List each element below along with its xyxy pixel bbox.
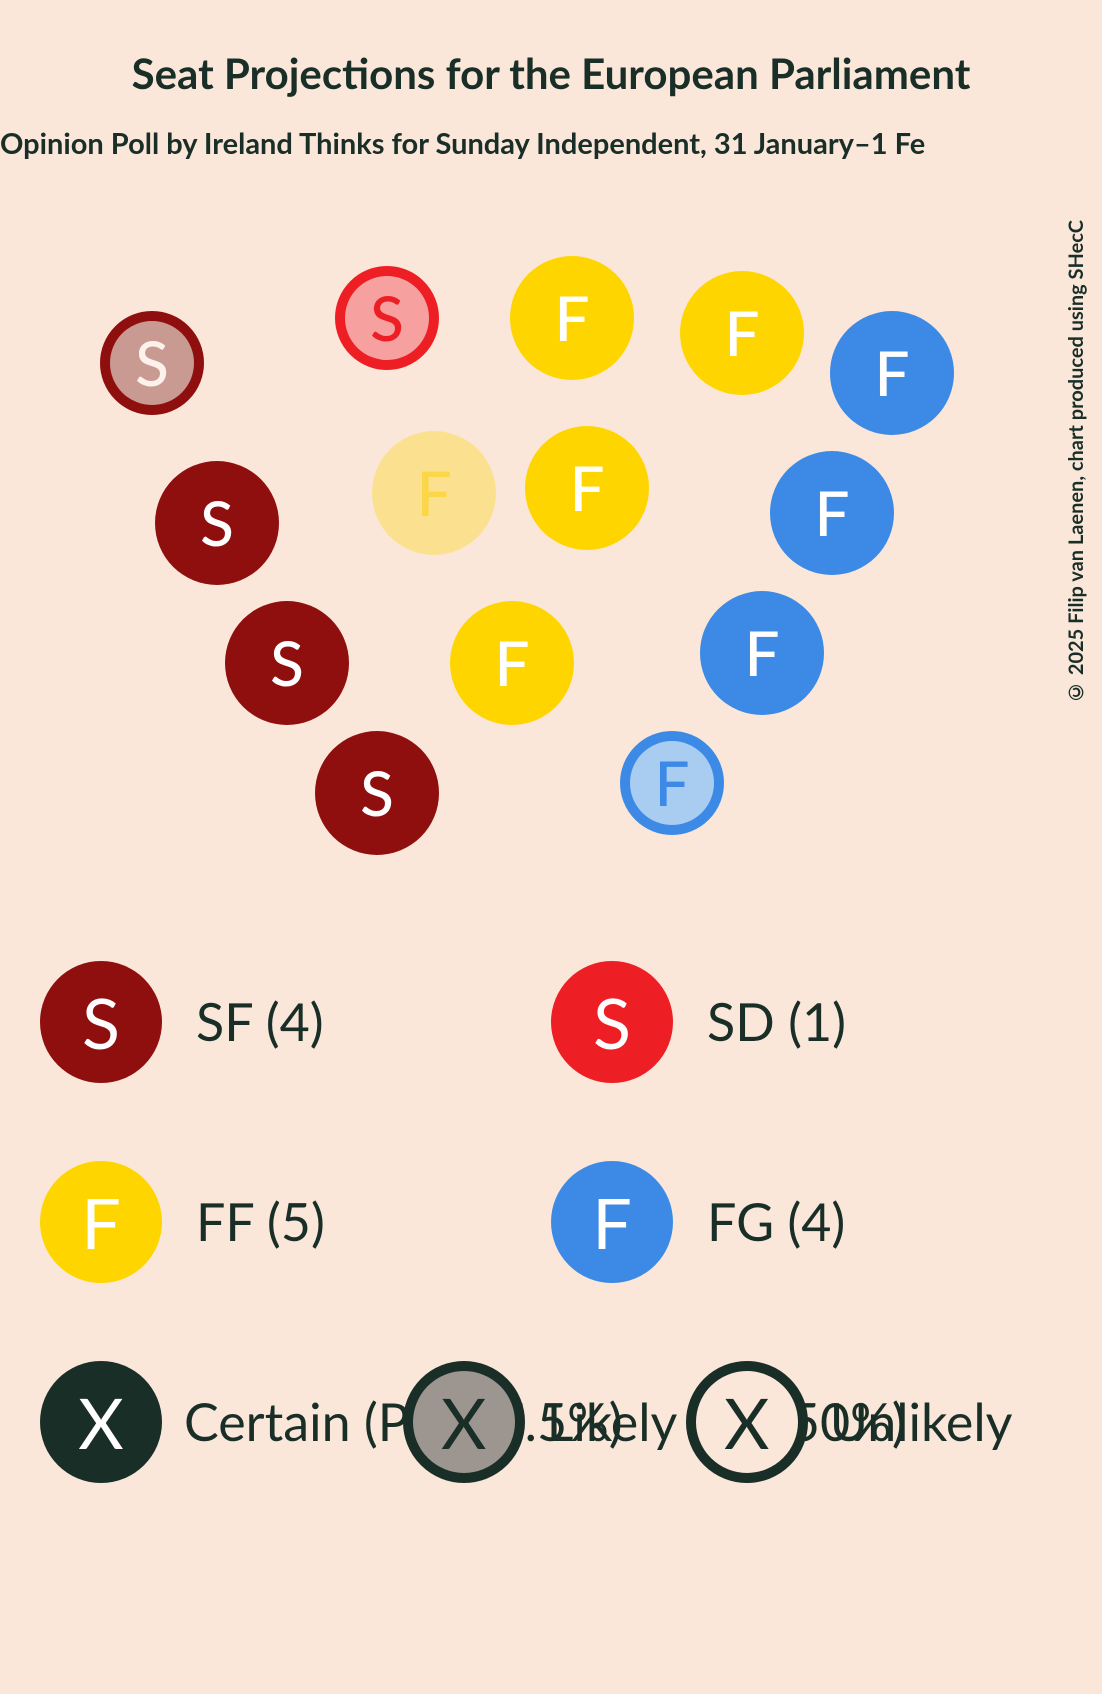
hemicycle-chart: S S S S S F F F F F F F F F bbox=[0, 181, 1102, 901]
seat: F bbox=[700, 591, 824, 715]
seat-letter: S bbox=[200, 492, 234, 554]
seat-letter: F bbox=[416, 462, 451, 524]
seat-letter: F bbox=[554, 287, 589, 349]
seat-letter: S bbox=[270, 632, 304, 694]
seat: F bbox=[620, 731, 724, 835]
seat-letter: F bbox=[744, 622, 779, 684]
seat: S bbox=[225, 601, 349, 725]
probability-swatch: X bbox=[403, 1361, 525, 1483]
legend-row: S SF (4) S SD (1) bbox=[40, 961, 1062, 1083]
party-legend: S SF (4) S SD (1) F FF (5) F FG (4) bbox=[0, 961, 1102, 1283]
seat: S bbox=[335, 266, 439, 370]
seat-letter: F bbox=[494, 632, 529, 694]
legend-item: F FF (5) bbox=[40, 1161, 551, 1283]
seat: S bbox=[315, 731, 439, 855]
seat-letter: S bbox=[370, 287, 404, 349]
seat: F bbox=[510, 256, 634, 380]
seat-letter: F bbox=[724, 302, 759, 364]
seat: S bbox=[100, 311, 204, 415]
legend-swatch: S bbox=[40, 961, 162, 1083]
probability-swatch: X bbox=[40, 1361, 162, 1483]
legend-row: F FF (5) F FG (4) bbox=[40, 1161, 1062, 1283]
seat: S bbox=[155, 461, 279, 585]
legend-item: S SD (1) bbox=[551, 961, 1062, 1083]
seat-letter: F bbox=[814, 482, 849, 544]
legend-label: SD (1) bbox=[707, 991, 846, 1053]
legend-item: S SF (4) bbox=[40, 961, 551, 1083]
seat: F bbox=[525, 426, 649, 550]
chart-subtitle: Opinion Poll by Ireland Thinks for Sunda… bbox=[0, 98, 1102, 161]
legend-label: SF (4) bbox=[196, 991, 324, 1053]
legend-label: FF (5) bbox=[196, 1191, 325, 1253]
seat: F bbox=[450, 601, 574, 725]
chart-title: Seat Projections for the European Parlia… bbox=[0, 0, 1102, 98]
legend-swatch: F bbox=[551, 1161, 673, 1283]
probability-label: Unlikely bbox=[830, 1391, 1013, 1453]
legend-item: F FG (4) bbox=[551, 1161, 1062, 1283]
probability-legend: XCertain (P ≥ 97.5%)XLikely (P ≥ 50%)XUn… bbox=[0, 1361, 1102, 1483]
seat: F bbox=[770, 451, 894, 575]
seat-letter: F bbox=[874, 342, 909, 404]
seat: F bbox=[372, 431, 496, 555]
legend-label: FG (4) bbox=[707, 1191, 845, 1253]
legend-swatch: S bbox=[551, 961, 673, 1083]
seat-letter: S bbox=[135, 332, 169, 394]
seat: F bbox=[830, 311, 954, 435]
probability-item: X Unlikely bbox=[686, 1361, 1013, 1483]
legend-swatch: F bbox=[40, 1161, 162, 1283]
probability-swatch: X bbox=[686, 1361, 808, 1483]
seat-letter: F bbox=[569, 457, 604, 519]
seat: F bbox=[680, 271, 804, 395]
seat-letter: S bbox=[360, 762, 394, 824]
seat-letter: F bbox=[654, 752, 689, 814]
